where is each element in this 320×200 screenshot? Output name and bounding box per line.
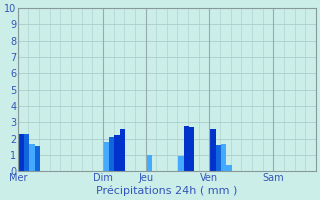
Bar [19, 134, 24, 171]
Bar [109, 137, 115, 171]
Bar [216, 145, 221, 171]
Bar [35, 146, 40, 171]
Bar [226, 165, 232, 171]
Bar [189, 127, 194, 171]
X-axis label: Précipitations 24h ( mm ): Précipitations 24h ( mm ) [96, 185, 237, 196]
Bar [147, 155, 152, 171]
Bar [24, 134, 29, 171]
Bar [221, 144, 226, 171]
Bar [29, 144, 35, 171]
Bar [184, 126, 189, 171]
Bar [115, 135, 120, 171]
Bar [104, 142, 109, 171]
Bar [210, 129, 216, 171]
Bar [120, 129, 125, 171]
Bar [178, 156, 184, 171]
